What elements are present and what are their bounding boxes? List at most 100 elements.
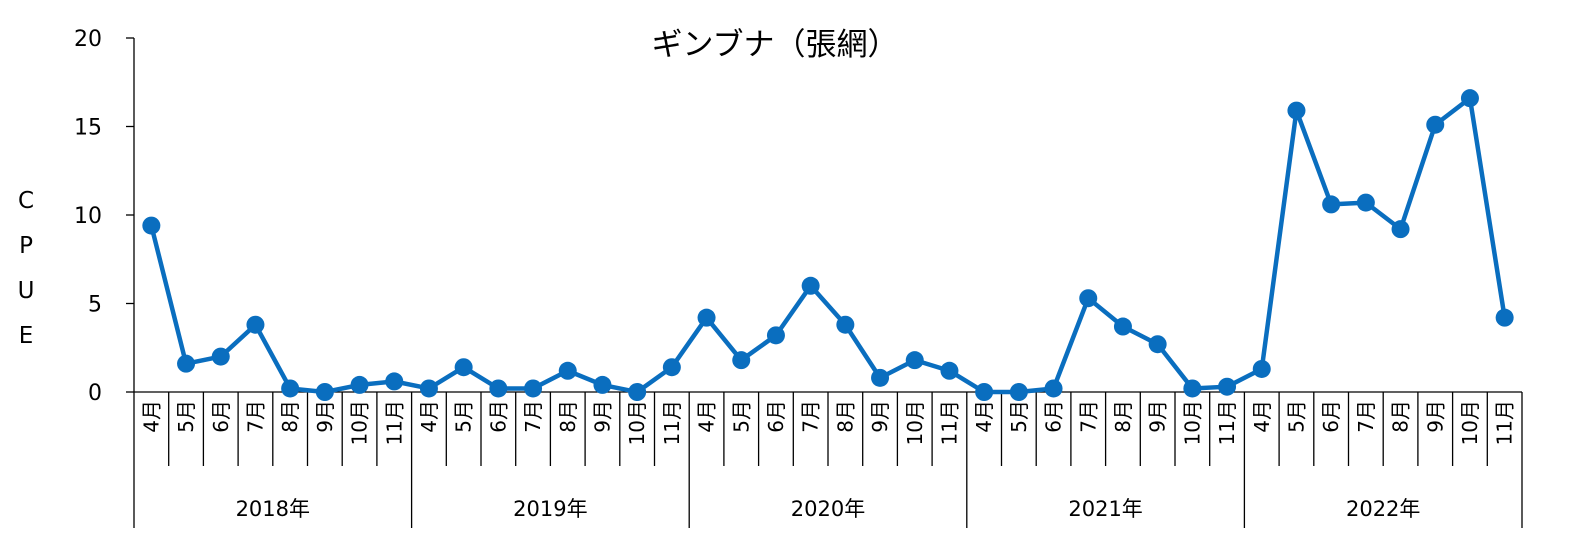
x-tick-label-month: 11月 [382, 400, 406, 445]
data-point [1079, 289, 1098, 308]
y-axis: 0 5 10 15 20 [74, 27, 135, 406]
data-point [211, 347, 230, 366]
x-tick-label-month: 10月 [625, 400, 649, 445]
x-tick-label-month: 7月 [799, 400, 823, 433]
data-point [246, 315, 265, 334]
data-point [419, 379, 438, 398]
data-point [593, 375, 612, 394]
y-tick-label: 20 [74, 27, 102, 52]
x-tick-label-month: 6月 [764, 400, 788, 433]
x-group-label-year: 2020年 [791, 497, 865, 521]
y-tick-label: 0 [88, 381, 102, 406]
data-point [524, 379, 543, 398]
y-axis-label-letter: E [19, 323, 34, 349]
data-point [1044, 379, 1063, 398]
x-tick-label-month: 5月 [174, 400, 198, 433]
data-point [697, 308, 716, 327]
y-tick-label: 5 [88, 293, 102, 318]
x-tick-label-month: 6月 [486, 400, 510, 433]
x-tick-label-month: 9月 [313, 400, 337, 433]
data-point [766, 326, 785, 345]
x-tick-label-month: 10月 [348, 400, 372, 445]
x-tick-label-month: 11月 [660, 400, 684, 445]
y-axis-label-letter: C [18, 188, 34, 214]
x-tick-label-month: 11月 [937, 400, 961, 445]
data-point [732, 351, 751, 370]
x-group-label-year: 2022年 [1346, 497, 1420, 521]
data-point [905, 351, 924, 370]
x-tick-label-month: 4月 [139, 400, 163, 433]
y-tick-label: 15 [74, 116, 102, 141]
x-axis: 4月 5月 6月 7月 8月 9月 10月 11月 4月 5月 6月 7月 8月 9月 10月 11月 4月 5月… [133, 391, 1523, 528]
data-point [454, 358, 473, 377]
data-point [385, 372, 404, 391]
data-point [1009, 383, 1028, 401]
data-point [1252, 359, 1271, 378]
data-point [1287, 101, 1306, 120]
data-point [1460, 89, 1479, 108]
data-point [871, 368, 890, 387]
data-point [1113, 317, 1132, 336]
x-tick-label-month: 8月 [1111, 400, 1135, 433]
data-point [662, 358, 681, 377]
data-point [1426, 115, 1445, 134]
x-tick-label-month: 8月 [278, 400, 302, 433]
data-point [1495, 308, 1514, 327]
data-point [1183, 379, 1202, 398]
x-group-label-year: 2019年 [513, 497, 587, 521]
data-point [489, 379, 508, 398]
x-tick-label-month: 5月 [452, 400, 476, 433]
data-point [1322, 195, 1341, 214]
y-tick-label: 10 [74, 204, 102, 229]
data-point [142, 216, 161, 235]
x-tick-label-month: 10月 [903, 400, 927, 445]
x-tick-label-month: 7月 [1076, 400, 1100, 433]
y-axis-label-letter: U [18, 278, 35, 304]
chart-title: ギンブナ（張網） [651, 27, 898, 63]
data-point [628, 383, 647, 401]
x-tick-label-month: 6月 [209, 400, 233, 433]
x-tick-label-month: 6月 [1042, 400, 1066, 433]
data-point [940, 361, 959, 380]
x-tick-label-month: 7月 [521, 400, 545, 433]
x-tick-label-month: 8月 [556, 400, 580, 433]
x-tick-label-month: 4月 [695, 400, 719, 433]
y-axis-label-letter: P [19, 233, 33, 259]
x-tick-label-month: 7月 [243, 400, 267, 433]
data-point [281, 379, 300, 398]
x-tick-label-month: 10月 [1180, 400, 1204, 445]
x-tick-label-month: 9月 [1146, 400, 1170, 433]
x-tick-label-month: 5月 [729, 400, 753, 433]
x-tick-label-month: 9月 [590, 400, 614, 433]
x-tick-label-month: 11月 [1493, 400, 1517, 445]
x-tick-label-month: 7月 [1354, 400, 1378, 433]
data-point [350, 375, 369, 394]
x-group-label-year: 2018年 [236, 497, 310, 521]
x-tick-label-month: 8月 [833, 400, 857, 433]
x-tick-label-month: 5月 [1284, 400, 1308, 433]
data-point [836, 315, 855, 334]
x-tick-label-month: 6月 [1319, 400, 1343, 433]
x-group-label-year: 2021年 [1068, 497, 1142, 521]
data-point [1356, 193, 1375, 212]
x-tick-label-month: 11月 [1215, 400, 1239, 445]
x-tick-label-month: 5月 [1007, 400, 1031, 433]
data-point [1218, 377, 1237, 396]
data-point [801, 276, 820, 295]
x-tick-label-month: 8月 [1389, 400, 1413, 433]
series [142, 89, 1514, 401]
x-tick-label-month: 4月 [417, 400, 441, 433]
data-point [975, 383, 994, 401]
data-point [177, 354, 196, 373]
x-tick-label-month: 10月 [1458, 400, 1482, 445]
x-tick-label-month: 4月 [1250, 400, 1274, 433]
data-point [558, 361, 577, 380]
x-tick-label-month: 9月 [868, 400, 892, 433]
data-point [1148, 335, 1167, 354]
series-line [149, 95, 1507, 395]
data-point [1391, 220, 1410, 239]
data-point [315, 383, 334, 401]
x-tick-label-month: 9月 [1423, 400, 1447, 433]
